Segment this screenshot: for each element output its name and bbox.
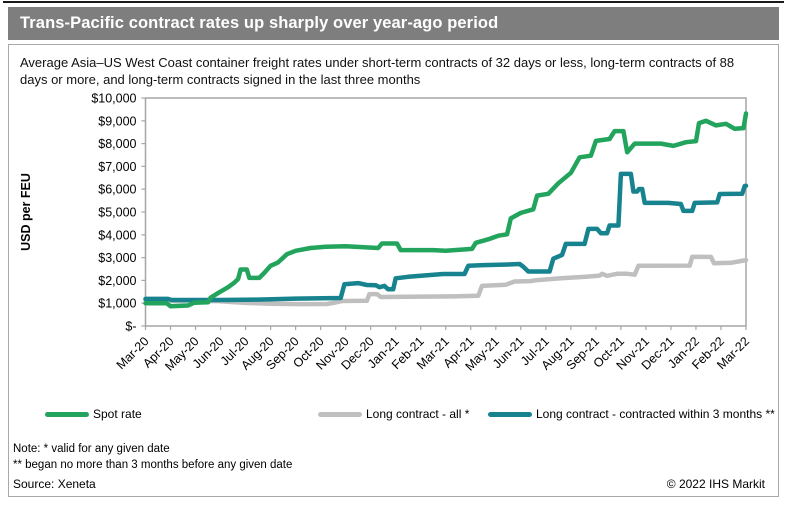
- note-line-2: ** began no more than 3 months before an…: [13, 459, 293, 471]
- title-bar: Trans-Pacific contract rates up sharply …: [8, 7, 779, 40]
- series-line-long_all: [143, 254, 749, 307]
- chart-title: Trans-Pacific contract rates up sharply …: [20, 14, 499, 32]
- chart-panel-border: [8, 44, 779, 497]
- series-line-spot: [143, 111, 749, 309]
- y-tick-label: $10,000: [91, 92, 136, 106]
- y-tick-label: $-: [125, 320, 136, 334]
- note-line-1: Note: * valid for any given date: [13, 443, 170, 455]
- chart-subtitle: Average Asia–US West Coast container fre…: [20, 55, 735, 87]
- top-rule: [3, 1, 784, 3]
- legend-swatch-long_3m: [488, 411, 532, 417]
- source-text: Source: Xeneta: [13, 477, 96, 491]
- y-axis-title: USD per FEU: [19, 173, 33, 251]
- y-tick-label: $7,000: [98, 160, 136, 174]
- chart-legend: Spot rate Long contract - all * Long contr…: [0, 402, 787, 426]
- y-tick-label: $4,000: [98, 228, 136, 242]
- legend-swatch-spot: [45, 411, 89, 417]
- y-tick-label: $2,000: [98, 274, 136, 288]
- legend-label-long_all: Long contract - all *: [366, 407, 470, 421]
- y-tick-label: $6,000: [98, 183, 136, 197]
- legend-swatch-long_all: [318, 411, 362, 417]
- legend-label-spot: Spot rate: [93, 407, 142, 421]
- legend-label-long_3m: Long contract - contracted within 3 mont…: [536, 407, 775, 421]
- legend-item-long_3m: Long contract - contracted within 3 mont…: [488, 402, 775, 426]
- legend-item-spot: Spot rate: [45, 402, 142, 426]
- y-tick-label: $3,000: [98, 251, 136, 265]
- copyright-text: © 2022 IHS Markit: [666, 477, 765, 491]
- y-tick-label: $1,000: [98, 297, 136, 311]
- y-tick-label: $9,000: [98, 114, 136, 128]
- series-line-long_3m: [143, 171, 749, 303]
- y-tick-label: $8,000: [98, 137, 136, 151]
- y-tick-label: $5,000: [98, 206, 136, 220]
- legend-item-long_all: Long contract - all *: [318, 402, 469, 426]
- plot-area-border: [144, 97, 747, 327]
